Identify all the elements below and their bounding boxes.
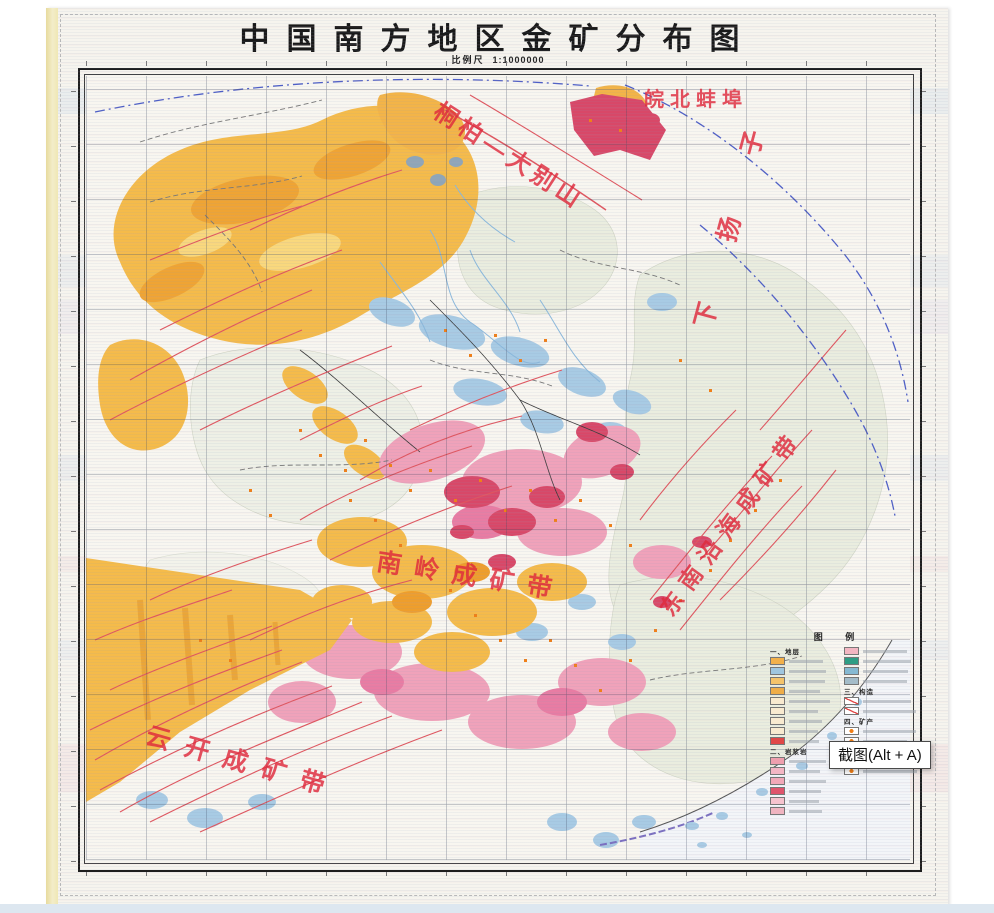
- legend-row: [770, 806, 836, 816]
- legend-row: 二、岩浆岩: [770, 746, 836, 756]
- legend-label-illegible: [789, 710, 818, 713]
- legend-label-illegible: [863, 700, 911, 703]
- legend-row: [770, 676, 836, 686]
- legend-label-illegible: [863, 770, 917, 773]
- legend-swatch-fault-line: [844, 707, 859, 715]
- legend-swatch-box: [770, 657, 785, 665]
- legend-label-illegible: [789, 800, 819, 803]
- legend-label-illegible: [863, 660, 911, 663]
- legend-label-illegible: [789, 700, 830, 703]
- legend-row: [844, 656, 910, 666]
- legend-swatch-box: [770, 717, 785, 725]
- legend-label-illegible: [789, 760, 826, 763]
- legend-row: [770, 656, 836, 666]
- legend-row: [770, 666, 836, 676]
- legend-label-illegible: [789, 660, 823, 663]
- legend-row: [770, 716, 836, 726]
- legend-swatch-box: [844, 657, 859, 665]
- legend-swatch-box: [770, 737, 785, 745]
- legend-row: [770, 796, 836, 806]
- legend-row: [844, 646, 910, 656]
- legend-swatch-box: [770, 777, 785, 785]
- screenshot-hotkey-tooltip[interactable]: 截图(Alt + A): [829, 741, 931, 769]
- legend-row: [844, 696, 910, 706]
- legend-columns: 一、地层二、岩浆岩 三、构造四、矿产: [770, 646, 910, 816]
- legend-col-1: 三、构造 四、矿产: [844, 646, 910, 816]
- legend-row: [770, 736, 836, 746]
- legend-row: [770, 776, 836, 786]
- legend-row: [844, 676, 910, 686]
- legend-swatch-box: [844, 667, 859, 675]
- legend-title: 图 例: [768, 630, 910, 643]
- legend-label-illegible: [863, 710, 916, 713]
- legend-label-illegible: [789, 780, 826, 783]
- map-legend: 图 例 一、地层二、岩浆岩 三、构造四、矿产: [768, 628, 910, 808]
- legend-row: [770, 756, 836, 766]
- legend-row: [844, 666, 910, 676]
- legend-label-illegible: [789, 810, 822, 813]
- legend-swatch-box: [770, 787, 785, 795]
- legend-row: [770, 696, 836, 706]
- legend-swatch-box: [770, 807, 785, 815]
- legend-swatch-box: [770, 707, 785, 715]
- bottom-page-strip: [0, 904, 994, 913]
- legend-swatch-box: [770, 797, 785, 805]
- legend-label-illegible: [863, 670, 908, 673]
- legend-label-illegible: [789, 730, 818, 733]
- left-tick-marks: [71, 78, 76, 862]
- legend-label-illegible: [789, 770, 820, 773]
- legend-col-0: 一、地层 二、岩浆岩: [770, 646, 836, 816]
- legend-row: [770, 726, 836, 736]
- legend-label-illegible: [789, 720, 822, 723]
- legend-row: [770, 686, 836, 696]
- map-title: 中国南方地区金矿分布图: [80, 14, 916, 50]
- legend-swatch-fault-line: [844, 697, 859, 705]
- legend-swatch-box: [770, 677, 785, 685]
- paper-edge-strip: [46, 8, 58, 904]
- legend-label-illegible: [789, 680, 825, 683]
- legend-row: [770, 786, 836, 796]
- legend-label-illegible: [863, 650, 907, 653]
- legend-label-illegible: [789, 690, 820, 693]
- legend-row: [770, 706, 836, 716]
- legend-label-illegible: [789, 740, 819, 743]
- legend-row: 三、构造: [844, 686, 910, 696]
- legend-row: 一、地层: [770, 646, 836, 656]
- legend-swatch-box: [844, 647, 859, 655]
- legend-label-illegible: [789, 790, 821, 793]
- legend-swatch-box: [770, 757, 785, 765]
- legend-row: [844, 706, 910, 716]
- legend-swatch-box: [770, 727, 785, 735]
- legend-swatch-box: [770, 687, 785, 695]
- legend-row: [844, 726, 910, 736]
- legend-label-illegible: [863, 730, 916, 733]
- legend-row: 四、矿产: [844, 716, 910, 726]
- legend-swatch-box: [770, 667, 785, 675]
- legend-swatch-box: [770, 697, 785, 705]
- legend-row: [770, 766, 836, 776]
- legend-swatch-box: [770, 767, 785, 775]
- legend-swatch-box: [844, 677, 859, 685]
- top-tick-marks: [86, 61, 910, 66]
- legend-label-illegible: [789, 670, 826, 673]
- legend-swatch-deposit-dot: [844, 727, 859, 735]
- legend-label-illegible: [863, 680, 907, 683]
